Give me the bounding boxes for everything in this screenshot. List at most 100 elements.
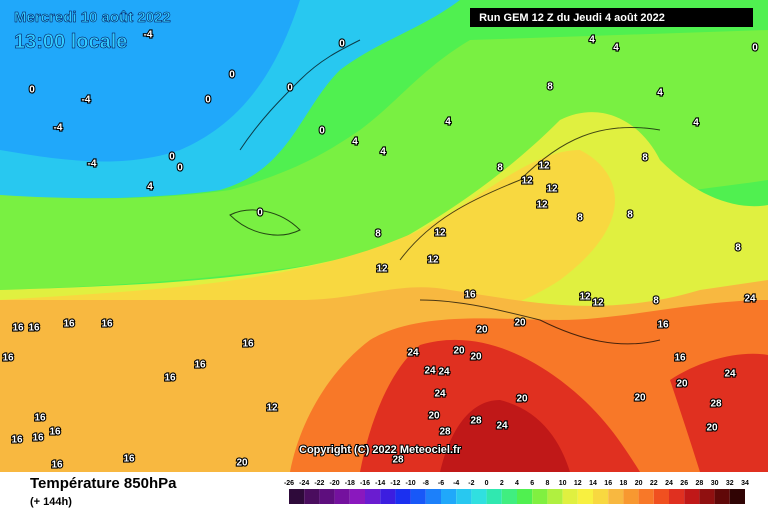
scale-swatch	[714, 489, 730, 504]
scale-label: 20	[635, 480, 643, 487]
scale-label: 4	[515, 480, 519, 487]
date-label: Mercredi 10 août 2022	[14, 9, 171, 26]
scale-swatch	[532, 489, 548, 504]
contour-label: 4	[352, 137, 358, 148]
scale-label: -26	[284, 480, 294, 487]
contour-label: 20	[634, 393, 646, 404]
contour-label: 4	[657, 88, 663, 99]
contour-label: -4	[88, 159, 97, 170]
cold-core	[0, 0, 300, 162]
scale-swatch	[623, 489, 639, 504]
contour-label: 0	[257, 208, 263, 219]
scale-label: -6	[438, 480, 444, 487]
time-label: 13:00 locale	[14, 31, 127, 53]
run-label: Run GEM 12 Z du Jeudi 4 août 2022	[479, 12, 665, 24]
contour-label: 20	[676, 379, 688, 390]
scale-label: -12	[390, 480, 400, 487]
scale-swatch	[486, 489, 502, 504]
contour-label: 12	[536, 200, 548, 211]
scale-label: -8	[423, 480, 429, 487]
mild-region	[0, 0, 768, 290]
contour-label: 16	[194, 360, 206, 371]
contour-label: 16	[464, 290, 476, 301]
contour-label: 20	[514, 318, 526, 329]
contour-label: 4	[380, 147, 386, 158]
scale-swatch	[729, 489, 745, 504]
contour-label: 16	[242, 339, 254, 350]
contour-label: 12	[521, 176, 533, 187]
scale-label: 34	[741, 480, 749, 487]
contour-label: 20	[706, 423, 718, 434]
contour-label: 4	[147, 182, 153, 193]
contour-label: 20	[428, 411, 440, 422]
hottest-region	[440, 400, 570, 472]
scale-swatch	[410, 489, 426, 504]
scale-label: 22	[650, 480, 658, 487]
scale-swatch	[304, 489, 320, 504]
contour-label: 8	[642, 153, 648, 164]
scale-swatch	[349, 489, 365, 504]
contour-label: 24	[438, 367, 450, 378]
scale-swatch	[289, 489, 305, 504]
scale-label: 32	[726, 480, 734, 487]
contour-label: 8	[577, 213, 583, 224]
scale-swatch	[441, 489, 457, 504]
contour-label: 8	[653, 296, 659, 307]
scale-label: 26	[680, 480, 688, 487]
contour-label: 0	[339, 39, 345, 50]
scale-label: -24	[299, 480, 309, 487]
contour-label: 8	[497, 163, 503, 174]
scale-label: -14	[375, 480, 385, 487]
legend-title: Température 850hPa	[30, 475, 177, 492]
scale-label: 2	[500, 480, 504, 487]
contour-label: 16	[101, 319, 113, 330]
contour-label: 12	[579, 292, 591, 303]
scale-label: 10	[559, 480, 567, 487]
contour-label: 16	[164, 373, 176, 384]
contour-label: 4	[589, 35, 595, 46]
scale-label: 28	[696, 480, 704, 487]
scale-label: 12	[574, 480, 582, 487]
scale-label: 8	[545, 480, 549, 487]
contour-label: 4	[693, 118, 699, 129]
contour-label: 8	[375, 229, 381, 240]
scale-swatch	[699, 489, 715, 504]
scale-swatch	[669, 489, 685, 504]
contour-label: 20	[516, 394, 528, 405]
contour-label: 12	[538, 161, 550, 172]
contour-label: 16	[63, 319, 75, 330]
scale-swatch	[547, 489, 563, 504]
scale-swatch	[456, 489, 472, 504]
scale-label: -20	[330, 480, 340, 487]
contour-label: 12	[592, 298, 604, 309]
contour-label: 12	[427, 255, 439, 266]
scale-label: -10	[406, 480, 416, 487]
contour-label: 28	[470, 416, 482, 427]
scale-swatch	[365, 489, 381, 504]
contour-label: 12	[434, 228, 446, 239]
scale-label: -2	[468, 480, 474, 487]
contour-label: 16	[12, 323, 24, 334]
scale-swatch	[501, 489, 517, 504]
contour-label: 8	[735, 243, 741, 254]
contour-label: 16	[123, 454, 135, 465]
legend-subtitle: (+ 144h)	[30, 496, 72, 508]
scale-label: 14	[589, 480, 597, 487]
copyright: Copyright (C) 2022 Meteociel.fr	[299, 444, 462, 456]
scale-label: 6	[530, 480, 534, 487]
contour-label: 0	[319, 126, 325, 137]
scale-swatch	[471, 489, 487, 504]
scale-label: -16	[360, 480, 370, 487]
contour-label: 0	[177, 163, 183, 174]
contour-label: 20	[470, 352, 482, 363]
contour-label: 16	[49, 427, 61, 438]
contour-label: 24	[407, 348, 419, 359]
contour-label: 0	[229, 70, 235, 81]
contour-label: 16	[32, 433, 44, 444]
contour-label: 16	[2, 353, 14, 364]
scale-swatch	[334, 489, 350, 504]
scale-label: -22	[314, 480, 324, 487]
contour-label: 8	[627, 210, 633, 221]
contour-label: 24	[496, 421, 508, 432]
